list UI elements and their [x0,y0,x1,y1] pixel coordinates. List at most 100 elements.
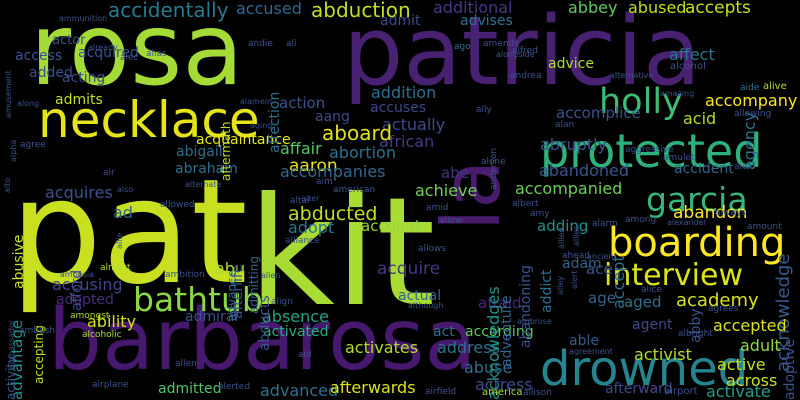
word-always: always [715,208,746,218]
word-andrea: andrea [510,71,542,81]
word-allied: allied [557,227,566,249]
word-accepted: accepted [713,316,787,335]
word-advice: advice [548,56,594,72]
word-allows: allows [418,244,447,254]
word-afterward: afterward [605,381,673,397]
word-alternatively: alternative [610,71,654,80]
word-activates: activates [345,338,419,357]
word-active: active [717,355,766,374]
word-protected: protected [540,124,763,178]
word-according: according [465,324,534,340]
word-accompanies: accompanies [280,162,386,181]
word-american: american [333,185,376,195]
word-actual: actual [398,288,442,304]
word-adult: adult [740,336,781,355]
word-affect: affect [669,45,715,64]
word-abandon: abandon [673,203,748,223]
word-boarding: boarding [608,220,786,266]
word-afterwards: afterwards [330,378,416,397]
word-allowing: allowing [734,109,772,119]
word-barbarosa: barbarosa [48,291,477,390]
word-adam: adam [562,256,602,272]
word-advanced: advanced [260,381,339,400]
word-amazing: amazing [660,89,695,98]
word-alan: alan [555,120,575,130]
word-align: align [271,297,293,307]
word-added: added [29,65,73,81]
word-accompany: accompany [705,91,798,110]
word-abandoning: abandoning [518,265,534,348]
word-alerted: alerted [218,382,251,392]
word-agree: agree [20,140,46,150]
word-abusive: abusive [11,234,27,289]
word-allie: allie [115,232,124,250]
word-alamein: alamein [240,97,273,106]
word-america: america [482,387,523,398]
word-allow: allow [439,216,463,226]
word-alarm: alarm [592,219,618,229]
word-alex: alex [734,162,753,172]
word-agreement: agreement [569,347,613,356]
word-abruptly: abruptly [540,135,608,154]
word-activist: activist [634,345,692,364]
word-also: also [117,185,134,194]
word-alien: alien [261,271,281,280]
word-abduction: abduction [311,0,411,22]
word-abducted: abducted [288,203,378,225]
word-ali: ali [286,39,297,49]
word-alcoholic: alcoholic [82,330,122,340]
word-already: already [88,43,118,52]
word-adopt: adopt [288,218,335,237]
word-albert: albert [512,199,539,209]
word-admitting: admitting [247,256,261,314]
word-amnesia: amnesia [60,270,94,279]
word-abigail: abigail [176,144,223,160]
word-allowed: allowed [160,200,195,210]
word-aging: aging [250,121,273,130]
word-alive: alive [763,81,787,92]
word-admits: admits [55,92,103,108]
word-kit: kit [248,166,436,340]
word-alfred: alfred [512,46,538,56]
word-adoptive: adoptive [782,338,798,400]
word-academy: academy [676,290,759,311]
word-account: account [361,217,421,235]
word-admit: admit [380,13,421,29]
word-alley: alley [556,275,565,295]
word-acting: acting [62,70,106,86]
word-alec: alec [120,53,139,63]
word-accidentally: accidentally [108,0,229,22]
word-alter: alter [301,194,320,203]
word-alert: alert [570,270,579,289]
word-activated: activated [263,324,329,340]
word-abu: abu [215,259,246,278]
word-accusing: accusing [52,275,123,294]
word-age: age [588,289,616,307]
word-abe: abe [441,164,469,182]
word-act: act [433,324,455,340]
word-access: access [15,48,63,64]
word-patricia: patricia [343,0,702,107]
word-acquaintance: acquaintance [196,132,291,148]
word-addict: addict [539,269,555,313]
word-alice: alice [641,285,663,295]
word-albright: albright [678,329,713,339]
word-amongst: amongst [70,311,110,321]
word-andie: andie [248,39,273,49]
word-address: address [437,338,500,357]
word-bathtub: bathtub [133,280,263,319]
word-ammunition: ammunition [59,14,108,23]
word-drowned: drowned [540,341,749,397]
word-alcohol: alcohol [670,61,706,72]
word-holly: holly [599,82,683,122]
word-abandoned: abandoned [539,161,629,180]
word-garcia: garcia [646,180,748,219]
word-amy: amy [530,209,550,219]
word-airplane: airplane [92,380,129,390]
word-agrees: agrees [708,304,739,314]
word-abused: abused [628,0,687,17]
word-ally: ally [476,105,492,115]
word-pat: pat [10,148,248,317]
word-amends: amends [483,39,519,49]
word-activate: activate [706,382,771,400]
